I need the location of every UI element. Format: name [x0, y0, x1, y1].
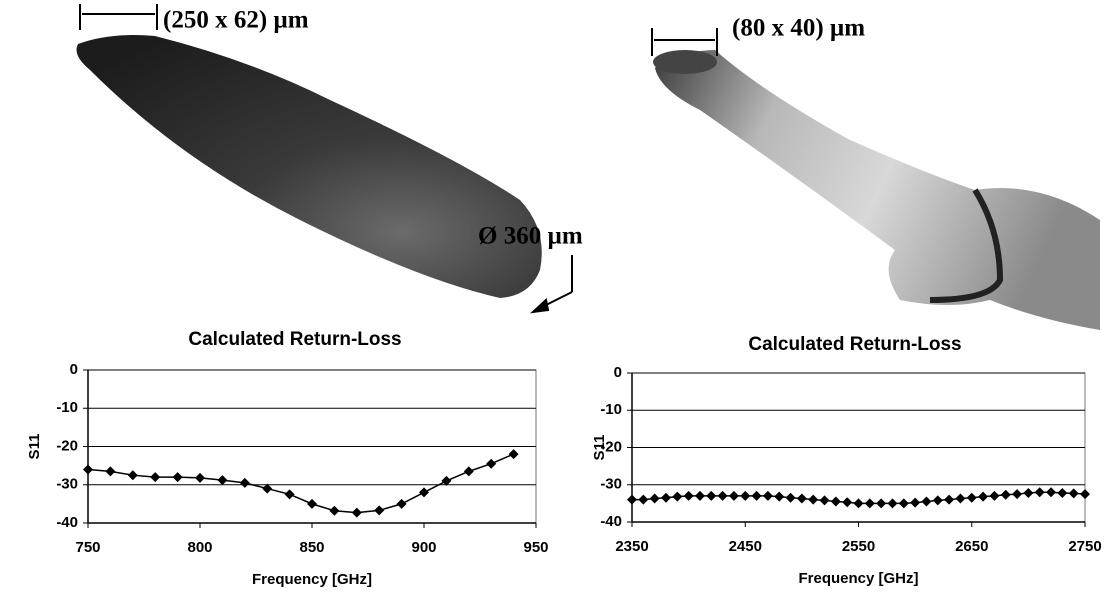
data-marker: [694, 490, 705, 501]
data-marker: [706, 490, 717, 501]
annotation: (250 x 62) µm: [163, 7, 309, 34]
data-marker: [649, 493, 660, 504]
y-axis-label: S11: [26, 434, 43, 460]
data-marker: [127, 470, 138, 481]
data-marker: [683, 490, 694, 501]
horn-photo: [76, 35, 542, 298]
data-marker: [419, 487, 429, 498]
data-marker: [989, 490, 1000, 501]
data-marker: [195, 472, 205, 483]
horn-aperture: [653, 50, 717, 74]
x-tick-label: 2450: [729, 538, 762, 555]
annotation: Ø 360 µm: [478, 223, 583, 250]
data-marker: [955, 493, 966, 504]
data-marker: [463, 466, 474, 477]
data-marker: [978, 491, 989, 502]
data-marker: [441, 475, 452, 486]
data-marker: [1023, 487, 1034, 498]
data-marker: [508, 449, 519, 460]
data-marker: [105, 466, 116, 477]
data-marker: [486, 458, 497, 469]
horn-photo: [655, 50, 1100, 330]
data-marker: [898, 498, 909, 509]
y-tick-label: -30: [600, 476, 622, 493]
data-marker: [1080, 489, 1090, 500]
chart-title: Calculated Return-Loss: [188, 329, 401, 350]
data-marker: [217, 475, 228, 486]
data-marker: [638, 494, 649, 505]
data-marker: [932, 495, 943, 506]
data-marker: [830, 496, 841, 507]
x-tick-label: 2350: [615, 538, 648, 555]
data-marker: [819, 495, 830, 506]
x-tick-label: 2650: [955, 538, 988, 555]
data-marker: [1068, 488, 1079, 499]
data-marker: [785, 492, 796, 503]
data-marker: [83, 464, 93, 475]
annotation: (80 x 40) µm: [732, 15, 865, 42]
data-marker: [740, 490, 751, 501]
y-axis-label: S11: [591, 435, 608, 461]
data-marker: [172, 472, 183, 483]
data-marker: [966, 492, 977, 503]
chart-title: Calculated Return-Loss: [748, 334, 961, 355]
data-marker: [842, 497, 853, 508]
data-marker: [150, 472, 161, 483]
data-marker: [660, 492, 671, 503]
data-marker: [808, 494, 819, 505]
data-marker: [751, 490, 762, 501]
data-marker: [876, 498, 887, 509]
x-tick-label: 800: [187, 539, 212, 556]
data-marker: [284, 489, 295, 500]
data-marker: [627, 494, 637, 505]
data-marker: [728, 490, 739, 501]
x-tick-label: 900: [411, 539, 436, 556]
data-marker: [262, 483, 273, 494]
data-marker: [887, 498, 898, 509]
data-marker: [910, 497, 921, 508]
y-tick-label: -30: [56, 476, 78, 493]
data-marker: [307, 498, 317, 509]
x-axis-label: Frequency [GHz]: [252, 571, 372, 588]
y-tick-label: -10: [56, 399, 78, 416]
data-marker: [774, 491, 785, 502]
y-tick-label: -20: [600, 438, 622, 455]
x-tick-label: 750: [75, 539, 100, 556]
data-marker: [864, 498, 875, 509]
x-tick-label: 2750: [1068, 538, 1101, 555]
y-tick-label: -20: [56, 437, 78, 454]
data-marker: [374, 505, 385, 516]
data-marker: [944, 494, 955, 505]
y-tick-label: 0: [70, 361, 78, 378]
dimension-arrows: [79, 4, 718, 314]
x-axis-label: Frequency [GHz]: [798, 570, 918, 587]
data-line: [87, 453, 514, 514]
data-marker: [1000, 489, 1011, 500]
data-marker: [921, 496, 932, 507]
data-marker: [1046, 487, 1057, 498]
data-marker: [396, 498, 407, 509]
x-tick-label: 950: [523, 539, 548, 556]
y-tick-label: -40: [56, 514, 78, 531]
data-marker: [329, 505, 340, 516]
data-marker: [1012, 489, 1023, 500]
data-marker: [853, 498, 864, 509]
data-marker: [717, 490, 728, 501]
y-tick-label: -10: [600, 401, 622, 418]
horn-flange: [929, 188, 1004, 303]
data-marker: [1057, 487, 1068, 498]
data-marker: [796, 493, 807, 504]
x-tick-label: 2550: [842, 538, 875, 555]
data-marker: [762, 490, 773, 501]
data-marker: [351, 507, 362, 518]
data-marker: [239, 477, 250, 488]
y-tick-label: -40: [600, 513, 622, 530]
data-marker: [672, 491, 683, 502]
x-tick-label: 850: [299, 539, 324, 556]
y-tick-label: 0: [614, 364, 622, 381]
data-marker: [1034, 487, 1045, 498]
